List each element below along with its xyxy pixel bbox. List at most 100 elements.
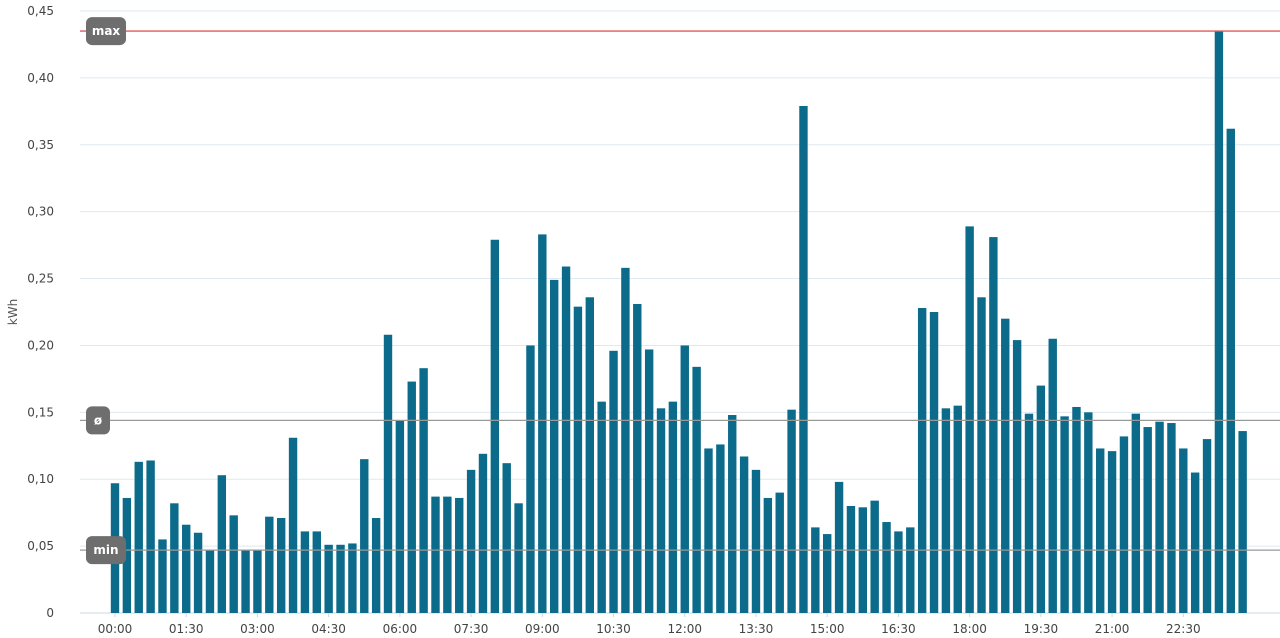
x-tick-label: 07:30 — [454, 622, 489, 636]
bar[interactable] — [1001, 318, 1010, 613]
x-tick-label: 21:00 — [1095, 622, 1130, 636]
bar[interactable] — [336, 544, 345, 613]
bar[interactable] — [1190, 472, 1200, 613]
bar[interactable] — [680, 345, 689, 613]
bar[interactable] — [383, 334, 393, 613]
bar[interactable] — [170, 503, 179, 613]
bar[interactable] — [882, 522, 891, 613]
bar[interactable] — [1155, 421, 1164, 613]
bar[interactable] — [265, 516, 274, 613]
bar[interactable] — [253, 550, 262, 613]
bar[interactable] — [1036, 385, 1046, 613]
bar[interactable] — [1060, 416, 1069, 613]
bar[interactable] — [1084, 412, 1093, 613]
bar[interactable] — [146, 460, 155, 613]
bar[interactable] — [1143, 427, 1152, 613]
bar[interactable] — [870, 500, 879, 613]
bar[interactable] — [953, 405, 962, 613]
bar[interactable] — [478, 453, 488, 613]
bar[interactable] — [419, 368, 428, 613]
bar[interactable] — [1048, 338, 1057, 613]
bar[interactable] — [205, 550, 215, 613]
bar[interactable] — [906, 527, 915, 613]
bar[interactable] — [728, 415, 737, 613]
bar[interactable] — [704, 448, 713, 613]
bar[interactable] — [1131, 413, 1141, 613]
bar[interactable] — [775, 492, 784, 613]
bar[interactable] — [561, 266, 571, 613]
bar[interactable] — [965, 226, 974, 614]
bar[interactable] — [656, 408, 666, 613]
bar[interactable] — [763, 497, 773, 613]
bar[interactable] — [455, 497, 464, 613]
bar[interactable] — [597, 401, 606, 613]
bar[interactable] — [751, 469, 761, 613]
bar[interactable] — [122, 497, 132, 613]
bar[interactable] — [894, 531, 903, 613]
bar[interactable] — [324, 544, 333, 613]
bar[interactable] — [276, 518, 286, 613]
bar[interactable] — [799, 105, 808, 613]
bar[interactable] — [1238, 431, 1247, 613]
bar[interactable] — [846, 505, 856, 613]
bar[interactable] — [514, 503, 523, 613]
bar[interactable] — [1167, 423, 1176, 613]
bar[interactable] — [1226, 128, 1235, 614]
y-tick-layer: 0 0,05 0,10 0,15 0,20 0,25 0,30 0,35 0,40 0,45 — [27, 4, 54, 620]
bar[interactable] — [1202, 439, 1212, 613]
bar[interactable] — [241, 550, 250, 613]
bar[interactable] — [977, 297, 986, 613]
bar[interactable] — [300, 531, 310, 613]
bar[interactable] — [1119, 436, 1129, 613]
bar[interactable] — [1072, 406, 1081, 613]
bar[interactable] — [692, 366, 701, 613]
bar[interactable] — [158, 539, 167, 613]
bar[interactable] — [395, 420, 405, 613]
bar[interactable] — [312, 531, 321, 613]
bar[interactable] — [858, 507, 868, 613]
bar[interactable] — [288, 437, 298, 613]
bar[interactable] — [787, 409, 796, 613]
bar[interactable] — [229, 515, 238, 613]
bar[interactable] — [182, 524, 191, 613]
bar[interactable] — [716, 444, 725, 613]
bar[interactable] — [633, 303, 642, 613]
bar[interactable] — [407, 381, 416, 613]
bar[interactable] — [526, 345, 535, 613]
bar[interactable] — [1096, 448, 1105, 613]
bar[interactable] — [811, 527, 820, 613]
bar[interactable] — [929, 312, 939, 613]
bar[interactable] — [538, 234, 547, 614]
bar[interactable] — [1024, 413, 1034, 613]
bar[interactable] — [360, 459, 369, 613]
bar[interactable] — [490, 239, 500, 613]
bar[interactable] — [917, 307, 927, 613]
bar[interactable] — [371, 518, 381, 613]
bar[interactable] — [431, 496, 440, 613]
bar[interactable] — [1107, 451, 1117, 613]
bar[interactable] — [989, 237, 998, 613]
bar[interactable] — [134, 461, 143, 613]
bar[interactable] — [1214, 31, 1224, 614]
bar[interactable] — [193, 532, 203, 613]
bar[interactable] — [1179, 448, 1188, 613]
bar[interactable] — [823, 534, 832, 613]
bar[interactable] — [217, 475, 227, 613]
reference-label: max — [92, 24, 121, 38]
bar[interactable] — [739, 456, 749, 613]
bar[interactable] — [443, 496, 452, 613]
bar[interactable] — [573, 306, 583, 613]
bar[interactable] — [668, 401, 678, 613]
bar[interactable] — [502, 463, 511, 613]
bar[interactable] — [621, 267, 630, 613]
bar[interactable] — [941, 408, 951, 613]
bar[interactable] — [644, 349, 654, 613]
bar[interactable] — [466, 469, 476, 613]
bar[interactable] — [585, 297, 594, 613]
bar[interactable] — [549, 279, 559, 613]
bar[interactable] — [609, 350, 618, 613]
bar[interactable] — [1012, 340, 1022, 613]
bar[interactable] — [348, 543, 357, 613]
y-axis-title: kWh — [6, 299, 20, 325]
bar[interactable] — [834, 481, 844, 613]
